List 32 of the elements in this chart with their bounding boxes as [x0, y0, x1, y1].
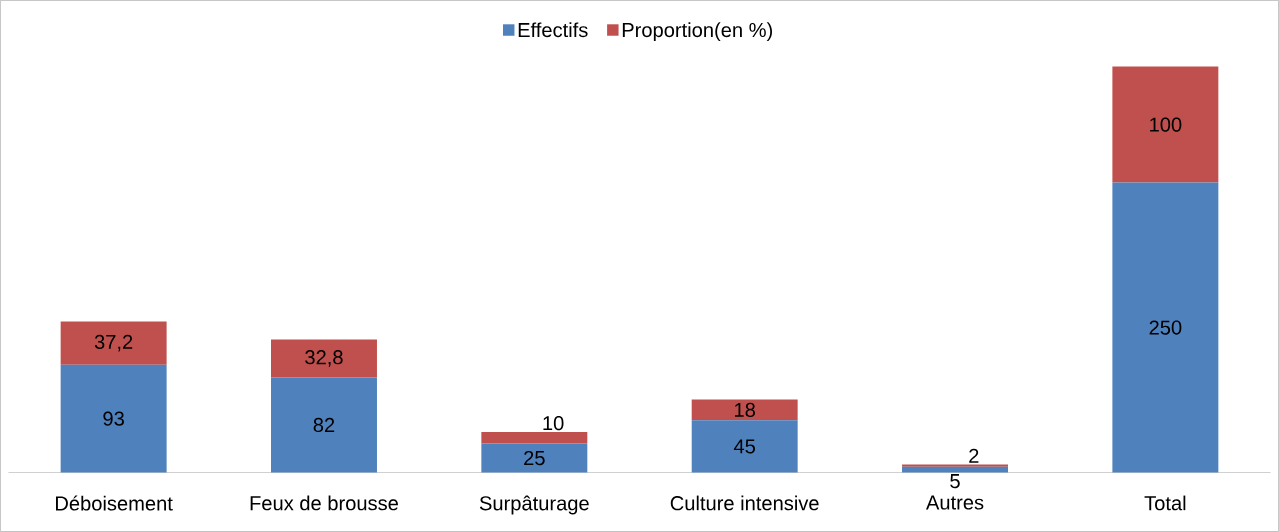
bar — [902, 466, 1008, 473]
data-label: 250 — [1149, 320, 1182, 335]
data-label: 18 — [735, 402, 755, 418]
bar — [691, 420, 798, 473]
x-tick-label: Feux de brousse — [250, 495, 398, 511]
data-label: 2 — [969, 448, 979, 463]
bar — [691, 399, 798, 421]
data-label: 82 — [313, 417, 335, 433]
bar — [902, 464, 1008, 467]
bar — [60, 321, 167, 365]
bar — [481, 443, 588, 473]
x-tick-label: Autres — [926, 495, 984, 510]
data-label: 5 — [950, 474, 960, 489]
x-tick-label: Déboisement — [56, 495, 173, 511]
bar — [1112, 182, 1219, 473]
data-label: 10 — [543, 416, 564, 431]
data-label: 93 — [103, 411, 124, 426]
bar — [60, 364, 167, 473]
x-tick-label: Total — [1144, 495, 1186, 511]
data-label: 25 — [524, 450, 545, 466]
legend-label: Proportion(en %) — [622, 22, 773, 42]
bar — [481, 431, 588, 444]
legend-label: Effectifs — [518, 22, 588, 38]
data-label: 100 — [1150, 117, 1182, 132]
bar — [271, 339, 377, 378]
data-label: 37,2 — [94, 334, 133, 352]
data-label: 45 — [733, 439, 756, 454]
x-tick-label: Surpâturage — [479, 495, 589, 515]
x-tick-label: Culture intensive — [670, 495, 819, 511]
bar — [271, 377, 377, 473]
bar — [1112, 66, 1219, 183]
data-label: 32,8 — [305, 350, 343, 367]
